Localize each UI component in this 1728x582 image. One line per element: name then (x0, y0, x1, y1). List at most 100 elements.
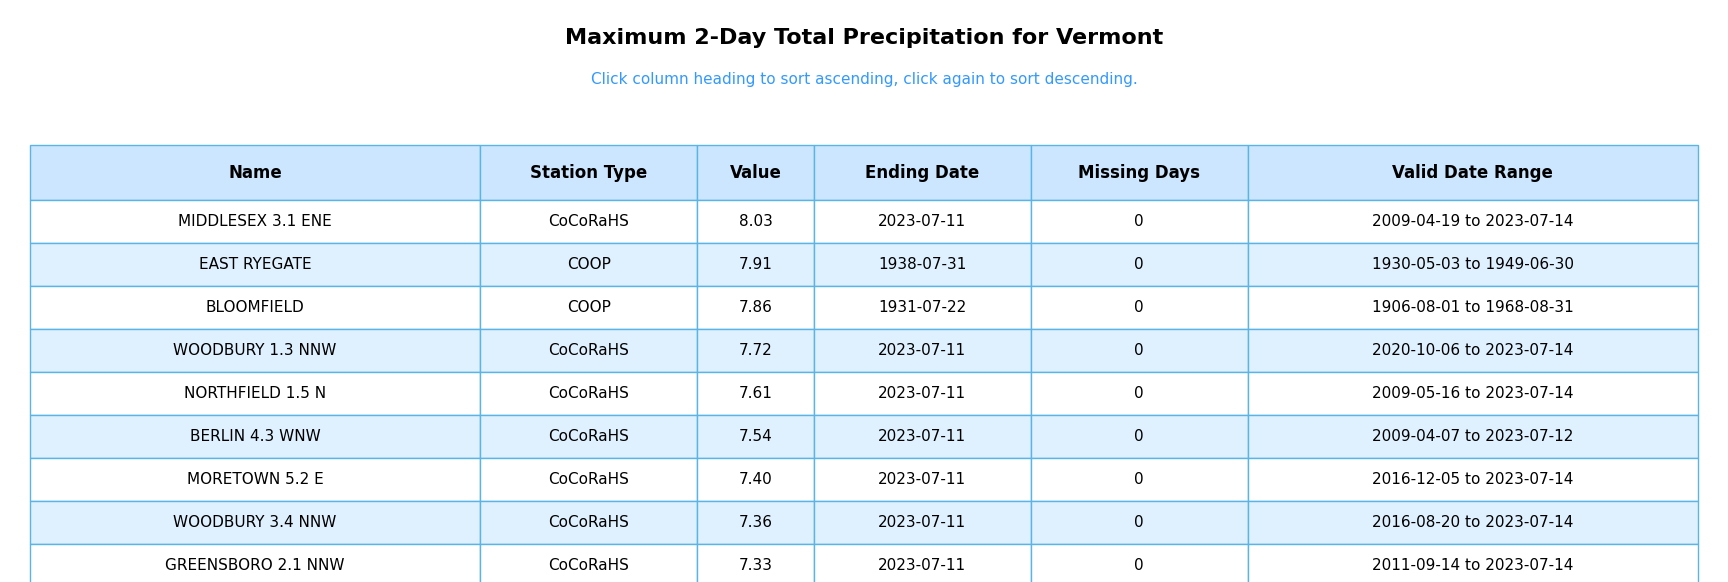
Text: 2023-07-11: 2023-07-11 (878, 214, 966, 229)
Bar (1248, 200, 1699, 243)
Text: 2009-05-16 to 2023-07-14: 2009-05-16 to 2023-07-14 (1372, 386, 1574, 401)
Bar (480, 372, 696, 415)
Text: MORETOWN 5.2 E: MORETOWN 5.2 E (187, 472, 323, 487)
Bar (1248, 372, 1699, 415)
Bar (480, 243, 696, 286)
Bar (480, 200, 696, 243)
Bar (29, 329, 480, 372)
Text: 7.40: 7.40 (738, 472, 772, 487)
Text: 0: 0 (1134, 257, 1144, 272)
Text: CoCoRaHS: CoCoRaHS (548, 429, 629, 444)
Text: GREENSBORO 2.1 NNW: GREENSBORO 2.1 NNW (166, 558, 346, 573)
Bar (480, 501, 696, 544)
Text: 0: 0 (1134, 214, 1144, 229)
Text: 7.72: 7.72 (738, 343, 772, 358)
Bar (696, 544, 814, 582)
Bar (814, 415, 1032, 458)
Bar (1248, 544, 1699, 582)
Text: CoCoRaHS: CoCoRaHS (548, 214, 629, 229)
Bar (814, 145, 1032, 200)
Bar (29, 145, 480, 200)
Bar (814, 372, 1032, 415)
Text: Click column heading to sort ascending, click again to sort descending.: Click column heading to sort ascending, … (591, 72, 1137, 87)
Bar (1032, 329, 1248, 372)
Bar (480, 544, 696, 582)
Text: 2023-07-11: 2023-07-11 (878, 558, 966, 573)
Text: 0: 0 (1134, 558, 1144, 573)
Bar (696, 501, 814, 544)
Bar (1248, 329, 1699, 372)
Bar (814, 243, 1032, 286)
Text: 0: 0 (1134, 343, 1144, 358)
Text: 2023-07-11: 2023-07-11 (878, 386, 966, 401)
Text: Valid Date Range: Valid Date Range (1393, 164, 1553, 182)
Text: MIDDLESEX 3.1 ENE: MIDDLESEX 3.1 ENE (178, 214, 332, 229)
Text: COOP: COOP (567, 257, 610, 272)
Text: 7.91: 7.91 (738, 257, 772, 272)
Text: 0: 0 (1134, 472, 1144, 487)
Text: 2023-07-11: 2023-07-11 (878, 472, 966, 487)
Bar (29, 544, 480, 582)
Bar (480, 286, 696, 329)
Text: WOODBURY 3.4 NNW: WOODBURY 3.4 NNW (173, 515, 337, 530)
Bar (1032, 458, 1248, 501)
Text: 2023-07-11: 2023-07-11 (878, 343, 966, 358)
Text: 2020-10-06 to 2023-07-14: 2020-10-06 to 2023-07-14 (1372, 343, 1574, 358)
Text: 0: 0 (1134, 300, 1144, 315)
Bar (696, 286, 814, 329)
Bar (1032, 145, 1248, 200)
Text: BLOOMFIELD: BLOOMFIELD (206, 300, 304, 315)
Text: BERLIN 4.3 WNW: BERLIN 4.3 WNW (190, 429, 321, 444)
Bar (480, 458, 696, 501)
Text: 7.36: 7.36 (738, 515, 772, 530)
Text: CoCoRaHS: CoCoRaHS (548, 386, 629, 401)
Bar (696, 329, 814, 372)
Bar (1248, 458, 1699, 501)
Text: 1906-08-01 to 1968-08-31: 1906-08-01 to 1968-08-31 (1372, 300, 1574, 315)
Bar (696, 243, 814, 286)
Text: Ending Date: Ending Date (866, 164, 980, 182)
Bar (1032, 200, 1248, 243)
Text: 2016-08-20 to 2023-07-14: 2016-08-20 to 2023-07-14 (1372, 515, 1574, 530)
Bar (480, 145, 696, 200)
Bar (814, 458, 1032, 501)
Text: 2023-07-11: 2023-07-11 (878, 515, 966, 530)
Text: Station Type: Station Type (530, 164, 648, 182)
Text: 7.33: 7.33 (738, 558, 772, 573)
Text: 2009-04-07 to 2023-07-12: 2009-04-07 to 2023-07-12 (1372, 429, 1574, 444)
Bar (1032, 372, 1248, 415)
Bar (814, 544, 1032, 582)
Bar (29, 501, 480, 544)
Bar (814, 286, 1032, 329)
Text: 0: 0 (1134, 386, 1144, 401)
Text: 2023-07-11: 2023-07-11 (878, 429, 966, 444)
Text: Value: Value (729, 164, 781, 182)
Text: 0: 0 (1134, 429, 1144, 444)
Bar (1248, 243, 1699, 286)
Bar (814, 501, 1032, 544)
Bar (814, 329, 1032, 372)
Text: Maximum 2-Day Total Precipitation for Vermont: Maximum 2-Day Total Precipitation for Ve… (565, 28, 1163, 48)
Text: WOODBURY 1.3 NNW: WOODBURY 1.3 NNW (173, 343, 337, 358)
Bar (1032, 501, 1248, 544)
Bar (1248, 415, 1699, 458)
Bar (696, 458, 814, 501)
Bar (696, 145, 814, 200)
Bar (29, 372, 480, 415)
Bar (29, 243, 480, 286)
Bar (480, 329, 696, 372)
Bar (1032, 415, 1248, 458)
Text: 2011-09-14 to 2023-07-14: 2011-09-14 to 2023-07-14 (1372, 558, 1574, 573)
Text: NORTHFIELD 1.5 N: NORTHFIELD 1.5 N (185, 386, 327, 401)
Text: 7.61: 7.61 (738, 386, 772, 401)
Text: 0: 0 (1134, 515, 1144, 530)
Text: 7.54: 7.54 (738, 429, 772, 444)
Text: 1931-07-22: 1931-07-22 (878, 300, 966, 315)
Bar (696, 415, 814, 458)
Text: COOP: COOP (567, 300, 610, 315)
Bar (29, 415, 480, 458)
Text: 1938-07-31: 1938-07-31 (878, 257, 966, 272)
Text: Name: Name (228, 164, 282, 182)
Text: 2016-12-05 to 2023-07-14: 2016-12-05 to 2023-07-14 (1372, 472, 1574, 487)
Text: 7.86: 7.86 (738, 300, 772, 315)
